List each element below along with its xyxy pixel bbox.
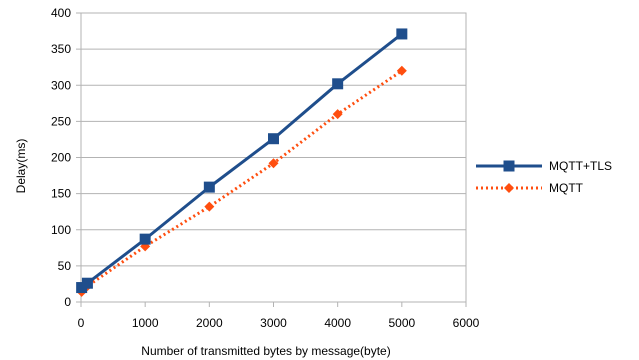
data-point-diamond xyxy=(332,109,343,120)
legend-label: MQTT+TLS xyxy=(549,159,612,173)
grid-lines xyxy=(81,12,466,267)
y-tick-label: 150 xyxy=(51,187,71,201)
data-point-square xyxy=(139,233,151,245)
tick-labels: 0 1000 2000 3000 4000 5000 6000 0 50 100 150 200 250… xyxy=(51,6,480,330)
x-tick-label: 6000 xyxy=(453,316,480,330)
data-point-square xyxy=(332,78,344,90)
data-point-square xyxy=(81,277,93,289)
legend-item: MQTT+TLS xyxy=(476,159,612,173)
x-tick-label: 3000 xyxy=(260,316,287,330)
y-tick-label: 250 xyxy=(51,114,71,128)
y-tick-label: 200 xyxy=(51,151,71,165)
data-point-diamond xyxy=(396,65,407,76)
y-tick-label: 100 xyxy=(51,223,71,237)
x-tick-label: 0 xyxy=(78,316,85,330)
x-tick-label: 5000 xyxy=(388,316,415,330)
x-tick-label: 2000 xyxy=(196,316,223,330)
y-tick-label: 400 xyxy=(51,6,71,20)
y-tick-label: 300 xyxy=(51,78,71,92)
x-tick-label: 1000 xyxy=(132,316,159,330)
axes xyxy=(76,12,467,307)
series-mqtt-tls xyxy=(76,28,408,294)
series-layer xyxy=(76,28,408,297)
legend-label: MQTT xyxy=(549,181,584,195)
y-tick-label: 350 xyxy=(51,42,71,56)
data-point-diamond xyxy=(504,183,514,193)
x-axis-title: Number of transmitted bytes by message(b… xyxy=(141,344,390,358)
x-tick-label: 4000 xyxy=(324,316,351,330)
legend-item: MQTT xyxy=(476,181,584,195)
legend: MQTT+TLS MQTT xyxy=(476,159,612,195)
y-axis-title: Delay(ms) xyxy=(14,139,28,194)
y-tick-label: 0 xyxy=(64,295,71,309)
data-point-square xyxy=(503,160,515,172)
data-point-square xyxy=(396,28,408,40)
data-point-square xyxy=(268,133,279,145)
data-point-square xyxy=(76,282,88,294)
data-point-diamond xyxy=(204,201,215,212)
y-tick-label: 50 xyxy=(58,259,72,273)
data-point-square xyxy=(203,181,215,193)
data-point-diamond xyxy=(268,158,279,169)
